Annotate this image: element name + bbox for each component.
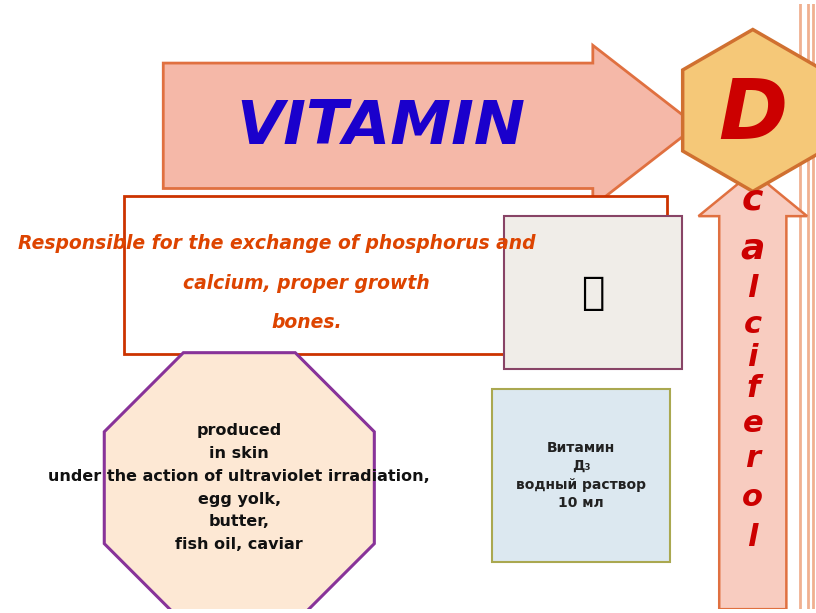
Text: l: l	[747, 274, 758, 303]
Text: calcium, proper growth: calcium, proper growth	[183, 274, 430, 293]
Text: 🥚: 🥚	[581, 273, 605, 311]
Text: i: i	[747, 343, 758, 372]
Text: Витамин
Д₃
водный раствор
10 мл: Витамин Д₃ водный раствор 10 мл	[516, 441, 646, 510]
Text: bones.: bones.	[271, 313, 342, 332]
Text: D: D	[718, 75, 787, 156]
Polygon shape	[104, 352, 375, 613]
Text: VITAMIN: VITAMIN	[236, 97, 525, 157]
Text: o: o	[743, 483, 763, 512]
Text: e: e	[743, 409, 763, 438]
Polygon shape	[683, 29, 816, 191]
FancyBboxPatch shape	[504, 216, 681, 369]
FancyBboxPatch shape	[124, 196, 667, 354]
Text: produced
in skin
under the action of ultraviolet irradiation,
egg yolk,
butter,
: produced in skin under the action of ult…	[48, 423, 430, 552]
Polygon shape	[163, 45, 697, 206]
Text: c: c	[743, 310, 762, 339]
Text: l: l	[747, 523, 758, 552]
Text: c: c	[742, 182, 764, 216]
Text: Responsible for the exchange of phosphorus and: Responsible for the exchange of phosphor…	[18, 234, 535, 253]
Text: r: r	[745, 444, 761, 473]
Text: a: a	[741, 232, 765, 265]
Polygon shape	[698, 172, 807, 609]
FancyBboxPatch shape	[492, 389, 670, 562]
Text: f: f	[746, 375, 760, 403]
